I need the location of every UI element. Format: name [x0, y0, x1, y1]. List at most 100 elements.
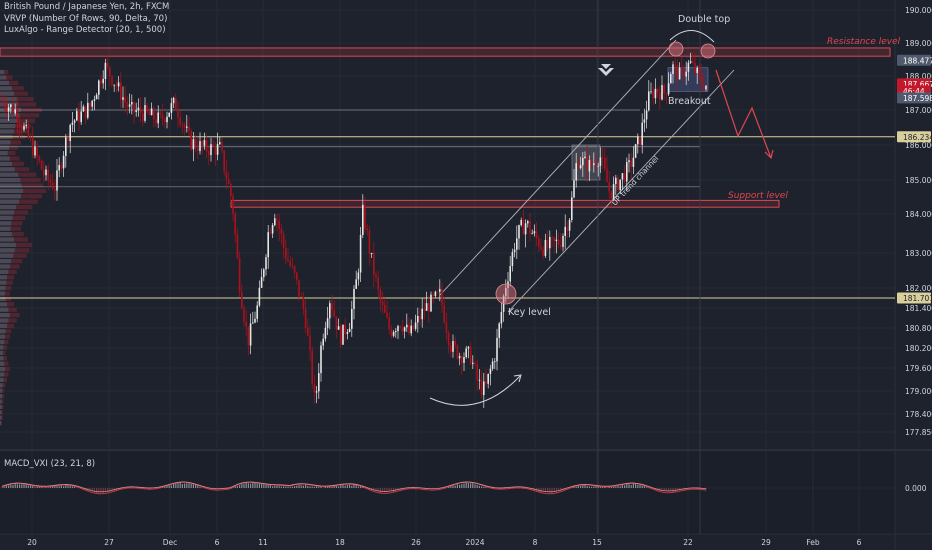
candle: [461, 353, 463, 375]
candle-body: [480, 379, 483, 395]
candle-body: [69, 124, 71, 142]
macd-bar: [615, 486, 617, 488]
annotation-breakout: Breakout: [668, 96, 711, 107]
candle: [45, 165, 47, 181]
volume-profile-bar-delta: [0, 383, 3, 388]
candle-body: [177, 109, 179, 118]
candle: [232, 193, 234, 221]
candle-body: [113, 84, 115, 86]
candle: [245, 310, 247, 337]
candle-body: [128, 104, 131, 107]
candle-body: [608, 182, 610, 192]
candle: [439, 279, 441, 302]
candle-body: [287, 259, 289, 262]
candle-body: [595, 163, 597, 167]
candle-body: [201, 141, 203, 146]
candle: [47, 164, 49, 190]
candle-body: [232, 195, 234, 214]
candle: [643, 108, 646, 132]
macd-bar: [597, 486, 599, 488]
candle: [271, 223, 274, 238]
candle: [553, 236, 555, 253]
vrvp-indicator-label[interactable]: VRVP (Number Of Rows, 90, Delta, 70): [4, 13, 168, 24]
macd-bar: [467, 483, 469, 488]
candle-body: [258, 287, 261, 306]
candle: [373, 241, 375, 287]
candle-body: [54, 188, 56, 191]
candle: [201, 139, 203, 155]
candle-body: [133, 102, 135, 112]
candle: [106, 55, 109, 70]
candle: [683, 64, 685, 83]
candle-body: [612, 184, 615, 199]
candle: [331, 294, 333, 318]
candle: [73, 118, 76, 133]
candle-body: [18, 122, 21, 127]
candle: [142, 108, 144, 127]
macd-bar: [316, 486, 318, 488]
macd-bar: [69, 485, 71, 488]
candle-body: [12, 104, 14, 114]
macd-bar: [190, 483, 192, 488]
candle-body: [450, 345, 452, 352]
candle-body: [643, 119, 646, 123]
time-tick-label: 20: [27, 538, 37, 547]
macd-bar: [681, 488, 683, 490]
macd-bar: [34, 487, 36, 488]
volume-profile-bar-delta: [0, 113, 20, 118]
symbol-title[interactable]: British Pound / Japanese Yen, 2h, FXCM: [4, 2, 170, 12]
candle-body: [355, 279, 357, 289]
macd-bar: [111, 488, 113, 491]
luxalgo-indicator-label[interactable]: LuxAlgo - Range Detector (20, 1, 500): [4, 25, 166, 35]
candle: [516, 225, 518, 260]
candle: [40, 159, 43, 171]
candle: [236, 227, 239, 260]
macd-bar: [241, 483, 243, 488]
candle-body: [102, 79, 104, 84]
macd-bar: [632, 483, 634, 488]
candle-body: [357, 272, 360, 280]
candle-body: [161, 114, 164, 119]
candle: [403, 326, 406, 339]
price-badge-label: 187.598: [903, 94, 932, 103]
candle: [467, 345, 470, 359]
candle-body: [236, 234, 239, 258]
candle: [324, 321, 327, 342]
candle-body: [146, 105, 148, 112]
volume-profile-bar-delta: [0, 296, 6, 301]
candle: [579, 156, 582, 170]
candle: [370, 252, 373, 258]
macd-bar: [483, 487, 485, 488]
volume-profile-bar-delta: [0, 145, 10, 150]
candle: [322, 333, 324, 350]
macd-bar: [503, 488, 505, 489]
candle-body: [309, 335, 311, 351]
macd-bar: [175, 483, 177, 488]
candle: [23, 122, 25, 132]
macd-bar: [137, 487, 139, 488]
candle-body: [124, 97, 126, 103]
candle-body: [166, 116, 168, 123]
macd-bar: [100, 488, 102, 493]
volume-profile-bar-delta: [0, 302, 7, 307]
candle-body: [100, 80, 102, 84]
candle-body: [577, 163, 580, 169]
candle: [359, 227, 362, 282]
macd-bar: [470, 483, 472, 488]
candle: [351, 300, 353, 337]
candle-body: [1, 99, 3, 102]
candle: [604, 148, 606, 172]
candle: [465, 345, 467, 359]
candle-body: [584, 156, 586, 158]
macd-bar: [472, 483, 474, 488]
candle: [320, 341, 322, 382]
candle-body: [212, 144, 214, 147]
candle-body: [27, 125, 30, 138]
candle-body: [269, 232, 272, 234]
candle: [615, 174, 617, 195]
price-tick-label: 178.400: [905, 410, 932, 419]
macd-indicator-label[interactable]: MACD_VXI (23, 21, 8): [4, 459, 96, 469]
macd-bar: [307, 485, 309, 488]
